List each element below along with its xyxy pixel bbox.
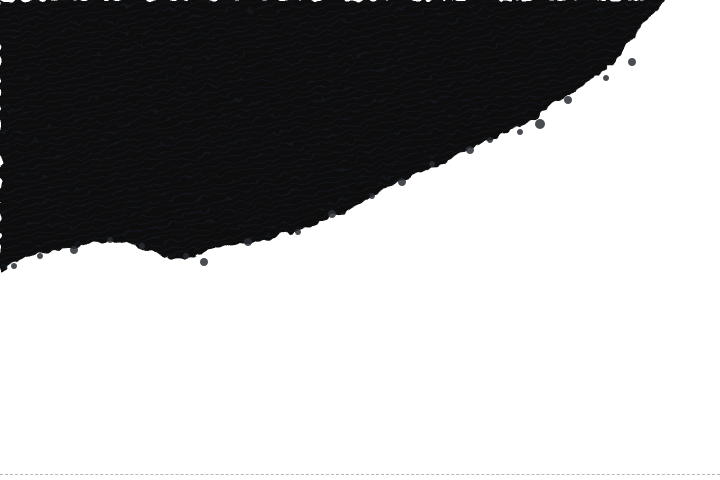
dotted-bottom-border bbox=[0, 474, 720, 475]
brush-stroke-mass bbox=[0, 0, 664, 270]
brush-edge-speckles bbox=[11, 58, 636, 269]
